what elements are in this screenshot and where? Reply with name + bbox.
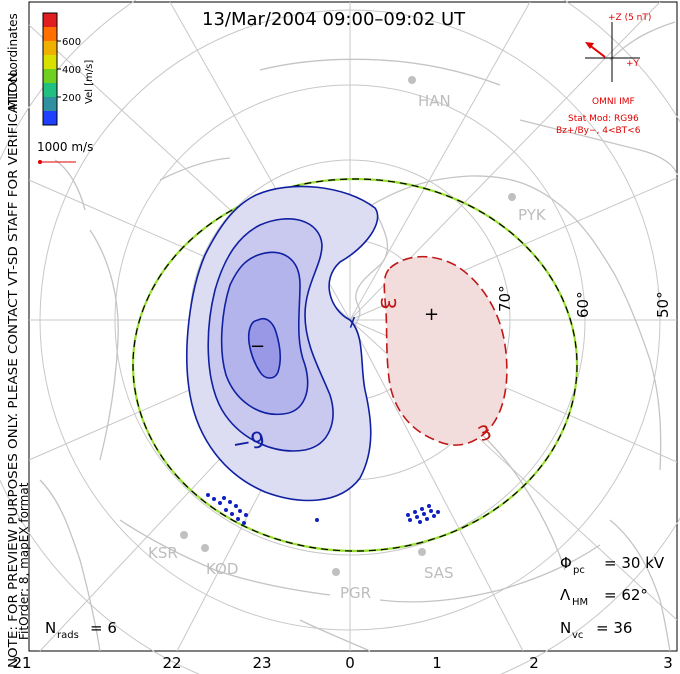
color-bar-cell xyxy=(43,13,57,28)
station-markers xyxy=(180,76,516,576)
color-bar-cell xyxy=(43,55,57,70)
color-bar-cell xyxy=(43,111,57,126)
station-label-ksr: KSR xyxy=(148,544,178,562)
imf-clock: +Z (5 nT) +Y OMNI IMF Stat Mod: RG96 Bz+… xyxy=(556,13,651,136)
fit-info: FitOrder: 8, mapEX format xyxy=(17,482,31,640)
station-marker-pyk xyxy=(508,193,516,201)
station-marker-ksr xyxy=(180,531,188,539)
color-bar-cell xyxy=(43,41,57,56)
hm-boundary xyxy=(131,177,579,553)
imf-source: OMNI IMF xyxy=(592,97,635,107)
station-label-pgr: PGR xyxy=(340,584,371,602)
nrads-symbol: N xyxy=(45,619,56,637)
station-label-han: HAN xyxy=(418,92,451,110)
negative-cell-inner-contour xyxy=(247,317,281,379)
stat-cross-polar-potential: Φ pc = 30 kV xyxy=(560,554,665,576)
latitude-label-50: 50° xyxy=(654,291,672,318)
negative-cell-contour-value: −9 xyxy=(231,428,267,458)
mlt-label-22: 22 xyxy=(162,654,181,672)
stat-hm-boundary-latitude: Λ HM = 62° xyxy=(560,586,648,608)
color-bar-tick-400: 400 xyxy=(62,65,81,76)
color-bar-cell xyxy=(43,83,57,98)
mlt-label-23: 23 xyxy=(252,654,271,672)
negative-convection-cell xyxy=(186,185,379,502)
phi-subscript: pc xyxy=(573,565,585,576)
nvc-symbol: N xyxy=(560,619,571,637)
vector-scale: 1000 m/s xyxy=(37,140,93,164)
station-label-kod: KOD xyxy=(206,560,238,578)
imf-condition: Bz+/By−, 4<BT<6 xyxy=(556,126,641,136)
mlt-label-3: 3 xyxy=(663,654,673,672)
nvc-subscript: vc xyxy=(572,630,583,641)
phi-symbol: Φ xyxy=(560,554,572,572)
preview-note: NOTE: FOR PREVIEW PURPOSES ONLY. PLEASE … xyxy=(6,68,20,668)
nrads-value: = 6 xyxy=(90,619,117,637)
station-label-sas: SAS xyxy=(424,564,454,582)
lambda-subscript: HM xyxy=(572,597,588,608)
lambda-symbol: Λ xyxy=(560,586,571,604)
imf-y-label: +Y xyxy=(626,59,640,69)
positive-cell-contour xyxy=(383,255,508,446)
color-bar-tick-600: 600 xyxy=(62,37,81,48)
negative-cell-contour-tick: − xyxy=(340,312,365,333)
velocity-color-bar: 600 400 200 Vel [m/s] xyxy=(42,12,95,126)
lambda-value: = 62° xyxy=(604,586,648,604)
latitude-label-70: 70° xyxy=(496,285,514,312)
stat-radar-count: N rads = 6 xyxy=(45,619,117,641)
station-marker-sas xyxy=(418,548,426,556)
mlt-label-21: 21 xyxy=(12,654,31,672)
stat-vector-count: N vc = 36 xyxy=(560,619,632,641)
mlt-label-2: 2 xyxy=(529,654,539,672)
negative-cell-minimum-marker: − xyxy=(250,336,265,357)
station-marker-pgr xyxy=(332,568,340,576)
phi-value: = 30 kV xyxy=(604,554,665,572)
imf-z-label: +Z (5 nT) xyxy=(608,13,651,23)
vector-scale-label: 1000 m/s xyxy=(37,140,93,154)
station-label-pyk: PYK xyxy=(518,206,547,224)
nvc-value: = 36 xyxy=(596,619,632,637)
velocity-vectors xyxy=(206,493,440,525)
positive-cell-contour-value: 3 xyxy=(376,297,400,310)
positive-convection-cell xyxy=(383,255,508,446)
color-bar-cell xyxy=(43,27,57,42)
nrads-subscript: rads xyxy=(57,630,79,641)
mlt-label-1: 1 xyxy=(432,654,442,672)
plot-frame xyxy=(28,1,678,652)
color-bar-tick-200: 200 xyxy=(62,93,81,104)
mlt-label-0: 0 xyxy=(345,654,355,672)
map-title: 13/Mar/2004 09:00–09:02 UT xyxy=(202,9,466,30)
coastlines xyxy=(39,21,678,652)
color-bar-cell xyxy=(43,69,57,84)
station-marker-kod xyxy=(201,544,209,552)
latitude-label-60: 60° xyxy=(574,291,592,318)
coordinates-label: MLT coordinates xyxy=(6,13,20,110)
station-marker-han xyxy=(408,76,416,84)
color-bar-label: Vel [m/s] xyxy=(84,60,95,104)
positive-cell-maximum-marker: + xyxy=(424,304,439,325)
imf-stat-mod: Stat Mod: RG96 xyxy=(568,114,639,124)
color-bar-cell xyxy=(43,97,57,112)
